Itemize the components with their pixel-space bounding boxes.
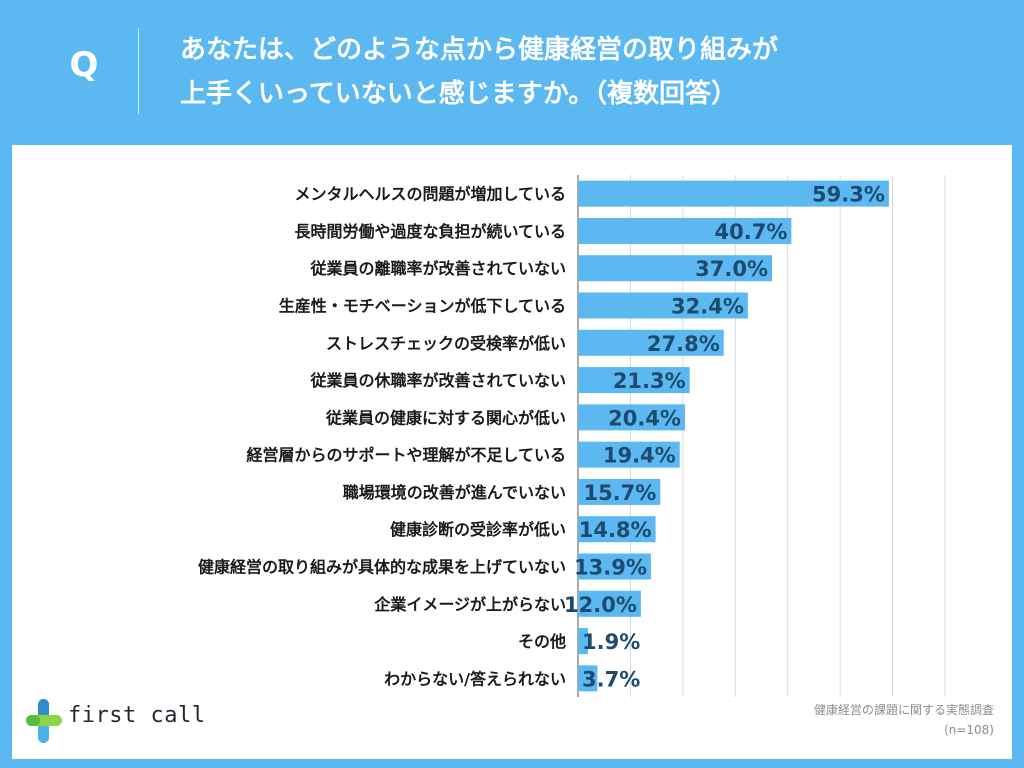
bar-chart: メンタルヘルスの問題が増加している 59.3% 長時間労働や過度な負担が続いている 4… xyxy=(198,175,946,697)
category-label: 企業イメージが上がらない xyxy=(373,595,566,614)
source-title: 健康経営の課題に関する実態調査 xyxy=(813,703,994,717)
value-label: 19.4% xyxy=(603,444,676,468)
brand-logo: first call xyxy=(24,697,206,745)
value-label: 27.8% xyxy=(647,332,720,356)
bar xyxy=(578,404,685,431)
category-label: 従業員の離職率が改善されていない xyxy=(309,259,566,278)
bar xyxy=(578,478,661,505)
value-label: 32.4% xyxy=(671,295,744,319)
category-label: ストレスチェックの受検率が低い xyxy=(326,334,566,353)
value-label: 20.4% xyxy=(608,406,681,430)
category-label: 職場環境の改善が進んでいない xyxy=(343,483,566,502)
bar xyxy=(578,217,792,244)
category-label: 従業員の健康に対する関心が低い xyxy=(325,408,566,427)
question-text: あなたは、どのような点から健康経営の取り組みが 上手くいっていないと感じますか。… xyxy=(180,28,980,116)
plus-cross-logo-icon xyxy=(26,699,62,743)
bar xyxy=(578,516,656,543)
bar xyxy=(578,441,680,468)
value-label: 21.3% xyxy=(613,369,686,393)
value-label: 12.0% xyxy=(564,593,637,617)
category-label: わからない/答えられない xyxy=(384,669,566,688)
category-label: 健康経営の取り組みが具体的な成果を上げていない xyxy=(198,558,566,577)
bar xyxy=(578,553,651,580)
value-label: 13.9% xyxy=(574,556,647,580)
value-label: 40.7% xyxy=(715,220,788,244)
value-label: 14.8% xyxy=(579,518,652,542)
bar xyxy=(578,255,772,282)
source-sample-size: (n=108) xyxy=(944,723,994,737)
bar xyxy=(578,329,724,356)
value-label: 1.9% xyxy=(582,630,640,654)
category-label: 長時間労働や過度な負担が続いている xyxy=(294,222,566,241)
category-label: 健康診断の受診率が低い xyxy=(390,520,566,539)
bar xyxy=(578,590,641,617)
brand-name: first call xyxy=(68,703,206,728)
bar xyxy=(578,292,748,319)
question-line-1: あなたは、どのような点から健康経営の取り組みが xyxy=(180,35,779,65)
category-label: その他 xyxy=(518,632,566,651)
category-label: 生産性・モチベーションが低下している xyxy=(279,297,566,316)
value-label: 37.0% xyxy=(695,257,768,281)
category-label: 従業員の休職率が改善されていない xyxy=(309,371,566,390)
chart-panel: メンタルヘルスの問題が増加している 59.3% 長時間労働や過度な負担が続いている 4… xyxy=(12,145,1012,759)
source-note: 健康経営の課題に関する実態調査 (n=108) xyxy=(694,700,994,740)
question-badge: Q xyxy=(69,45,99,85)
value-label: 15.7% xyxy=(583,481,656,505)
question-line-2: 上手くいっていないと感じますか。（複数回答） xyxy=(180,79,738,109)
header-divider xyxy=(138,28,139,114)
value-label: 3.7% xyxy=(582,667,640,691)
bar xyxy=(578,628,588,655)
bar xyxy=(578,665,598,692)
value-label: 59.3% xyxy=(812,183,885,207)
bar xyxy=(578,180,889,207)
bar xyxy=(578,367,690,394)
category-label: メンタルヘルスの問題が増加している xyxy=(294,185,566,204)
category-label: 経営層からのサポートや理解が不足している xyxy=(246,446,566,465)
question-header: Q あなたは、どのような点から健康経営の取り組みが 上手くいっていないと感じます… xyxy=(0,0,1024,140)
